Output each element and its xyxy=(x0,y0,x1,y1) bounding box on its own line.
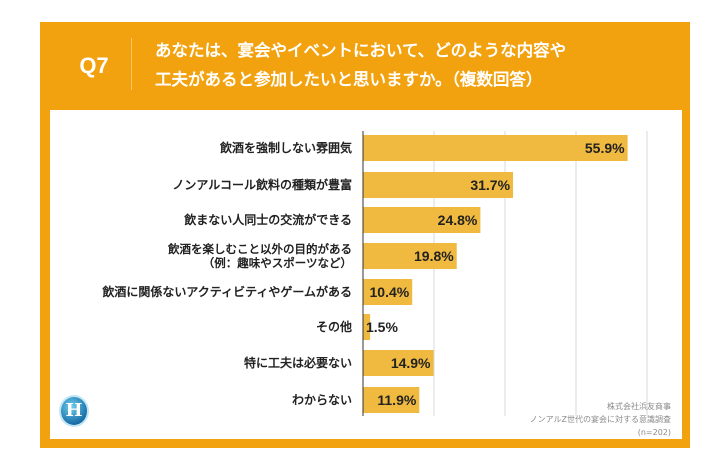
title-line-1: あなたは、宴会やイベントにおいて、どのような内容や xyxy=(155,41,567,60)
data-label: 24.8% xyxy=(438,212,478,228)
data-label: 31.7% xyxy=(470,177,510,193)
divider xyxy=(131,38,132,90)
footnote-survey: ノンアルZ世代の宴会に対する意識調査 xyxy=(529,415,671,424)
bar xyxy=(363,207,481,233)
data-label: 11.9% xyxy=(377,392,416,408)
category-label: 飲まない人同士の交流ができる xyxy=(183,212,352,227)
category-label: 飲酒を強制しない雰囲気 xyxy=(219,140,352,155)
category-label: 飲酒を楽しむこと以外の目的がある xyxy=(167,242,352,256)
category-label: 飲酒に関係ないアクティビティやゲームがある xyxy=(101,284,352,299)
data-label: 14.9% xyxy=(391,355,431,371)
category-label: （例：趣味やスポーツなど） xyxy=(203,256,352,270)
bar xyxy=(363,279,413,305)
footnote-sample: (n=202) xyxy=(637,428,671,437)
title-line-2: 工夫があると参加したいと思いますか。（複数回答） xyxy=(155,70,543,89)
category-label: その他 xyxy=(316,319,352,334)
category-label: 特に工夫は必要ない xyxy=(244,355,352,370)
bar xyxy=(363,243,457,269)
data-label: 55.9% xyxy=(585,140,625,156)
category-label: ノンアルコール飲料の種類が豊富 xyxy=(172,177,352,192)
data-label: 1.5% xyxy=(366,319,398,335)
question-title: あなたは、宴会やイベントにおいて、どのような内容や 工夫があると参加したいと思い… xyxy=(155,36,675,94)
bar xyxy=(363,172,514,198)
bar xyxy=(363,387,420,413)
category-label: わからない xyxy=(292,393,352,407)
bar xyxy=(363,350,434,376)
footnote: 株式会社浜友商事 ノンアルZ世代の宴会に対する意識調査 (n=202) xyxy=(530,400,671,439)
data-label: 10.4% xyxy=(370,284,410,300)
data-label: 19.8% xyxy=(414,248,454,264)
chart-panel xyxy=(50,110,682,439)
footnote-company: 株式会社浜友商事 xyxy=(607,402,671,411)
question-number: Q7 xyxy=(79,53,109,78)
bar xyxy=(363,314,371,340)
company-logo: H xyxy=(59,395,89,427)
bar xyxy=(363,135,628,161)
